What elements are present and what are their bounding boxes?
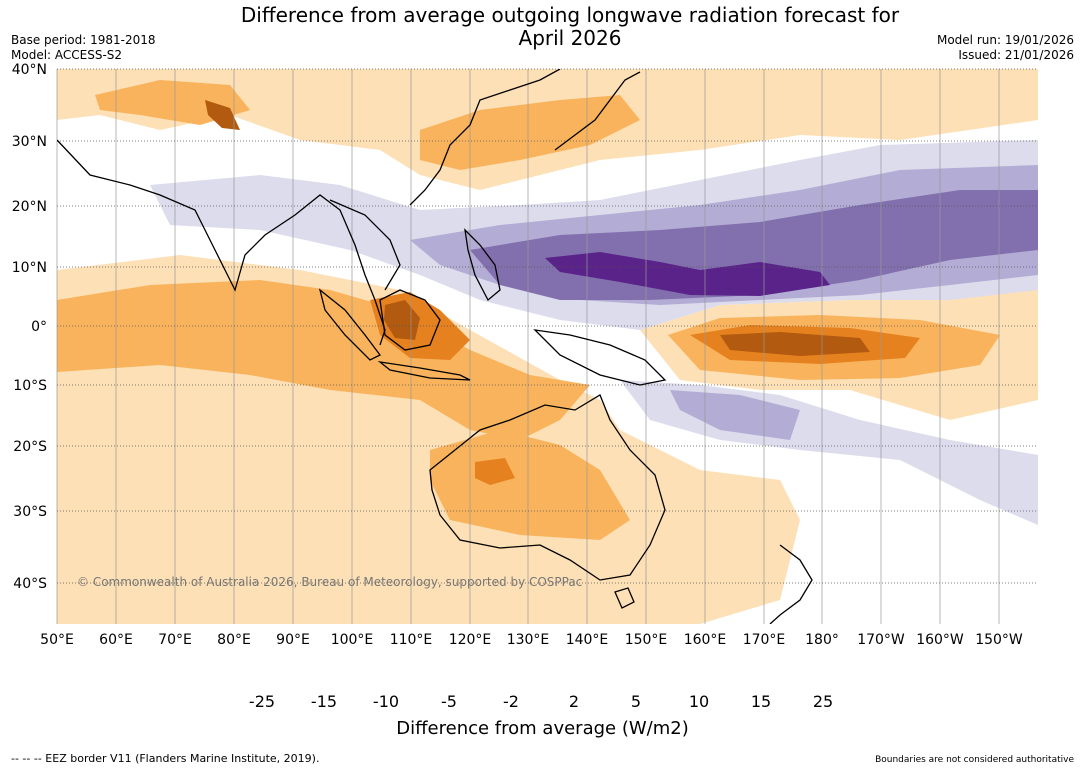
lon-label: 50°E xyxy=(40,632,74,648)
positive-anomaly-australia xyxy=(430,430,630,540)
colorbar-tick: -15 xyxy=(310,692,338,711)
colorbar-tick: 10 xyxy=(688,692,710,711)
coastline-china xyxy=(409,69,561,206)
copyright-notice: © Commonwealth of Australia 2026, Bureau… xyxy=(77,575,582,589)
title-line-2: April 2026 xyxy=(518,26,622,50)
very-strong-positive-anomaly-himalaya xyxy=(205,100,240,130)
lat-label: 10°N xyxy=(12,260,47,276)
strong-positive-anomaly-australia xyxy=(475,458,515,485)
positive-anomaly-indian-ocean xyxy=(57,280,590,440)
very-strong-positive-anomaly-pacific xyxy=(720,332,870,356)
colorbar-ticks: -25 -15 -10 -5 -2 2 5 10 15 25 xyxy=(0,692,1085,712)
lon-label: 150°E xyxy=(625,632,668,648)
moderate-negative-anomaly-south-pacific xyxy=(670,390,800,440)
coastline-new-guinea xyxy=(533,329,667,386)
coastline-asia xyxy=(57,139,386,346)
colorbar-tick: -5 xyxy=(441,692,457,711)
lon-label: 60°E xyxy=(99,632,133,648)
lon-label: 90°E xyxy=(276,632,310,648)
colorbar-tick: 15 xyxy=(750,692,772,711)
lon-label: 120°E xyxy=(449,632,492,648)
anomaly-map: 40°N 30°N 20°N 10°N 0° 10°S 20°S 30°S 40… xyxy=(12,62,1038,648)
meta-left: Base period: 1981-2018 Model: ACCESS-S2 xyxy=(11,33,156,63)
lon-label: 70°E xyxy=(158,632,192,648)
coastlines xyxy=(57,69,813,624)
lon-label: 140°E xyxy=(566,632,609,648)
boundaries-disclaimer: Boundaries are not considered authoritat… xyxy=(875,755,1074,765)
graticule xyxy=(56,69,1000,624)
lon-label: 160°E xyxy=(684,632,727,648)
colorbar-tick: -10 xyxy=(372,692,400,711)
colorbar-tick: 25 xyxy=(812,692,834,711)
lon-label: 110°E xyxy=(390,632,433,648)
title-line-1: Difference from average outgoing longwav… xyxy=(240,3,900,27)
very-strong-negative-anomaly xyxy=(545,252,830,296)
issued-date: Issued: 21/01/2026 xyxy=(958,48,1074,62)
lat-label: 20°S xyxy=(13,439,47,455)
colorbar-label: Difference from average (W/m2) xyxy=(396,718,689,739)
colorbar-tick: -2 xyxy=(503,692,519,711)
lat-label: 40°N xyxy=(12,62,47,78)
lat-label: 40°S xyxy=(13,576,47,592)
lat-label: 30°N xyxy=(12,134,47,150)
lat-label: 20°N xyxy=(12,199,47,215)
lon-label: 150°W xyxy=(975,632,1023,648)
coastline-australia xyxy=(429,394,666,581)
coastline-borneo xyxy=(379,289,441,351)
lon-label: 160°W xyxy=(916,632,964,648)
base-period: Base period: 1981-2018 xyxy=(11,33,156,47)
coastline-sumatra xyxy=(318,288,381,361)
lat-label: 10°S xyxy=(13,378,47,394)
model-run: Model run: 19/01/2026 xyxy=(936,33,1074,47)
longitude-labels: 50°E 60°E 70°E 80°E 90°E 100°E 110°E 120… xyxy=(40,632,1023,648)
lon-label: 180° xyxy=(805,632,839,648)
coastline-tasmania xyxy=(614,587,635,609)
colorbar-tick: -25 xyxy=(248,692,276,711)
lat-label: 0° xyxy=(31,319,47,335)
coastline-java xyxy=(377,360,471,381)
lon-label: 170°E xyxy=(743,632,786,648)
eez-border-note: -- -- -- EEZ border V11 (Flanders Marine… xyxy=(11,752,320,765)
lon-label: 100°E xyxy=(331,632,374,648)
meta-right: Model run: 19/01/2026 Issued: 21/01/2026 xyxy=(937,33,1074,63)
latitude-labels: 40°N 30°N 20°N 10°N 0° 10°S 20°S 30°S 40… xyxy=(12,62,47,592)
lon-label: 130°E xyxy=(507,632,550,648)
coastline-philippines xyxy=(464,228,501,302)
model-name: Model: ACCESS-S2 xyxy=(11,48,123,62)
lon-label: 170°W xyxy=(857,632,905,648)
lon-label: 80°E xyxy=(217,632,251,648)
coastline-japan xyxy=(554,71,641,151)
colorbar-tick: 2 xyxy=(568,692,580,711)
coastline-indochina xyxy=(329,199,401,291)
chart-title: Difference from average outgoing longwav… xyxy=(0,4,1085,50)
lat-label: 30°S xyxy=(13,504,47,520)
colorbar-tick: 5 xyxy=(630,692,642,711)
coastline-new-zealand xyxy=(769,544,813,624)
